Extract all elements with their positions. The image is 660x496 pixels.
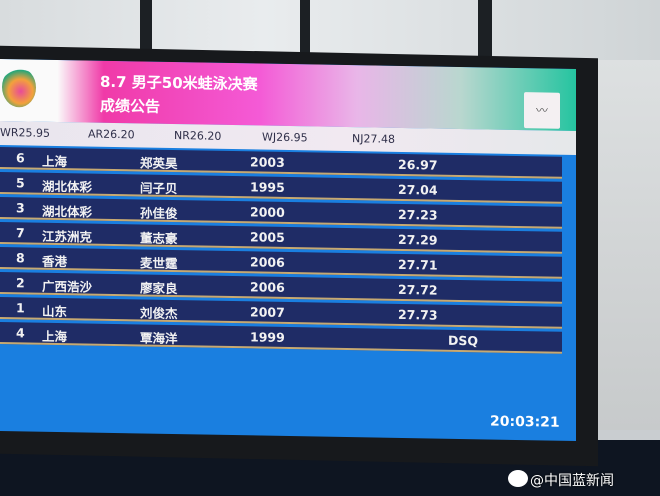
- cell-team: 江苏洲克: [42, 228, 93, 245]
- cell-name: 覃海洋: [140, 330, 178, 347]
- cell-year: 1995: [250, 179, 285, 195]
- cell-year: 2003: [250, 154, 285, 170]
- record-wj: WJ26.95: [262, 130, 308, 145]
- cell-name: 闫子贝: [140, 180, 178, 197]
- cell-lane: 3: [16, 200, 25, 216]
- cell-team: 湖北体彩: [42, 203, 93, 220]
- cell-name: 廖家良: [140, 280, 178, 297]
- cell-lane: 1: [16, 300, 25, 316]
- cell-team: 上海: [42, 153, 68, 170]
- cell-team: 广西浩沙: [42, 278, 93, 295]
- cell-time: 26.97: [398, 156, 438, 173]
- cell-name: 郑英昊: [140, 155, 178, 172]
- cell-time: 27.04: [398, 181, 438, 198]
- scoreboard-screen: 8.7 男子50米蛙泳决赛 成绩公告 〰 WR25.95 AR26.20 NR2…: [0, 58, 576, 442]
- cell-team: 湖北体彩: [42, 178, 93, 195]
- cell-name: 麦世霆: [140, 255, 178, 272]
- record-nj: NJ27.48: [352, 132, 395, 146]
- record-nr: NR26.20: [174, 129, 222, 143]
- cell-lane: 2: [16, 275, 25, 291]
- event-title: 8.7 男子50米蛙泳决赛: [100, 72, 258, 94]
- watermark: @中国蓝新闻: [530, 473, 614, 489]
- cell-year: 1999: [250, 329, 285, 345]
- cell-time: 27.29: [398, 231, 438, 248]
- cell-team: 香港: [42, 253, 68, 270]
- record-ar: AR26.20: [88, 127, 135, 142]
- cell-lane: 5: [16, 175, 25, 191]
- cell-year: 2006: [250, 279, 285, 295]
- cell-time: 27.71: [398, 256, 438, 273]
- cell-year: 2007: [250, 304, 285, 320]
- event-subtitle: 成绩公告: [100, 96, 161, 116]
- clock: 20:03:21: [490, 413, 560, 431]
- cell-time: 27.73: [398, 306, 438, 323]
- pillar: [300, 0, 310, 70]
- cell-lane: 4: [16, 325, 25, 341]
- cell-team: 上海: [42, 328, 68, 345]
- swimmer-icon: 〰: [524, 92, 560, 129]
- cell-lane: 6: [16, 150, 25, 166]
- cell-time: 27.23: [398, 206, 438, 223]
- cell-year: 2005: [250, 229, 285, 245]
- cell-team: 山东: [42, 303, 68, 320]
- cell-year: 2006: [250, 254, 285, 270]
- pillar: [478, 0, 492, 70]
- cell-lane: 8: [16, 250, 25, 266]
- record-wr: WR25.95: [0, 125, 51, 140]
- weibo-logo-icon: [508, 470, 528, 487]
- cell-year: 2000: [250, 204, 285, 220]
- games-logo-icon: [2, 67, 36, 108]
- cell-time: DSQ: [448, 332, 479, 349]
- cell-name: 刘俊杰: [140, 305, 178, 322]
- cell-name: 董志豪: [140, 230, 178, 247]
- scoreboard-header: 8.7 男子50米蛙泳决赛 成绩公告 〰: [0, 58, 576, 132]
- cell-name: 孙佳俊: [140, 205, 178, 222]
- cell-time: 27.72: [398, 281, 438, 298]
- cell-lane: 7: [16, 225, 25, 241]
